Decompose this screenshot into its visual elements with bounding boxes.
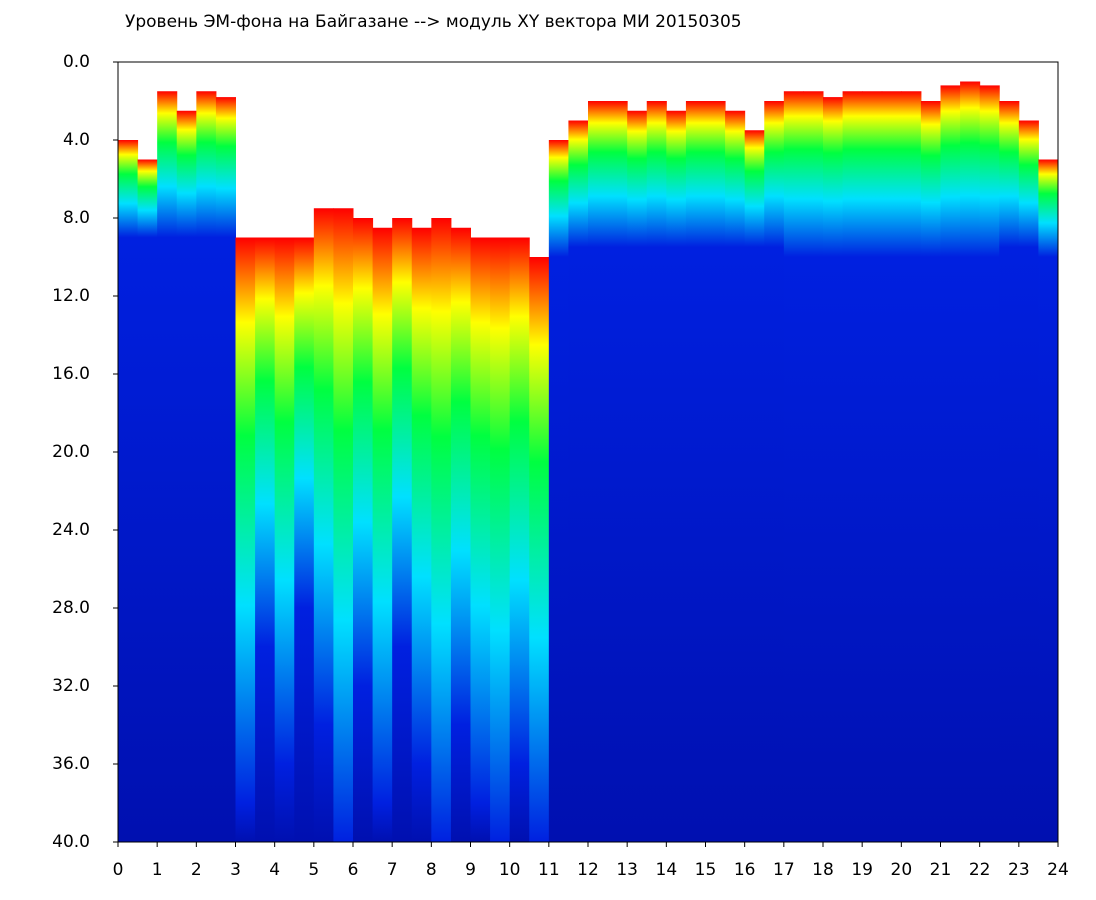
signal-column	[920, 101, 941, 842]
signal-column	[137, 159, 158, 842]
x-tick-label: 21	[930, 860, 952, 880]
x-tick-label: 19	[851, 860, 873, 880]
signal-column	[372, 227, 393, 842]
signal-column	[725, 110, 746, 842]
signal-column	[960, 81, 981, 842]
x-tick-label: 22	[969, 860, 991, 880]
x-tick-label: 18	[812, 860, 834, 880]
x-tick-label: 17	[773, 860, 795, 880]
signal-column	[509, 237, 530, 842]
signal-column	[196, 91, 217, 842]
signal-column	[881, 91, 902, 842]
y-tick-label: 20.0	[52, 442, 90, 462]
signal-column	[548, 140, 569, 842]
y-tick-label: 40.0	[52, 832, 90, 852]
x-tick-label: 1	[152, 860, 163, 880]
signal-column	[255, 237, 276, 842]
signal-column	[313, 208, 334, 842]
x-tick-label: 6	[348, 860, 359, 880]
y-tick-label: 16.0	[52, 364, 90, 384]
signal-column	[118, 140, 139, 842]
y-tick-label: 12.0	[52, 286, 90, 306]
signal-column	[215, 97, 236, 843]
signal-column	[333, 208, 354, 842]
x-tick-label: 9	[465, 860, 476, 880]
signal-column	[529, 257, 550, 842]
chart-title: Уровень ЭМ-фона на Байгазане --> модуль …	[125, 12, 742, 32]
x-tick-label: 11	[538, 860, 560, 880]
x-tick-label: 13	[616, 860, 638, 880]
signal-column	[940, 85, 961, 842]
x-tick-label: 10	[499, 860, 521, 880]
signal-column	[607, 101, 628, 842]
signal-column	[353, 218, 374, 842]
x-tick-label: 2	[191, 860, 202, 880]
signal-column	[627, 110, 648, 842]
x-tick-label: 23	[1008, 860, 1030, 880]
y-tick-label: 8.0	[63, 208, 90, 228]
signal-column	[411, 227, 432, 842]
signal-column	[666, 110, 687, 842]
x-tick-label: 20	[891, 860, 913, 880]
x-tick-label: 8	[426, 860, 437, 880]
signal-column	[235, 237, 256, 842]
signal-column	[392, 218, 413, 842]
y-tick-label: 0.0	[63, 52, 90, 72]
x-tick-label: 16	[734, 860, 756, 880]
x-tick-label: 12	[577, 860, 599, 880]
signal-column	[999, 101, 1020, 842]
signal-column	[470, 237, 491, 842]
y-tick-label: 36.0	[52, 754, 90, 774]
signal-column	[862, 91, 883, 842]
y-tick-label: 28.0	[52, 598, 90, 618]
signal-column	[588, 101, 609, 842]
signal-column	[901, 91, 922, 842]
signal-column	[803, 91, 824, 842]
signal-column	[783, 91, 804, 842]
signal-column	[979, 85, 1000, 842]
x-tick-label: 3	[230, 860, 241, 880]
signal-column	[450, 227, 471, 842]
x-tick-label: 4	[269, 860, 280, 880]
x-tick-label: 14	[656, 860, 678, 880]
x-tick-label: 7	[387, 860, 398, 880]
signal-column	[490, 237, 511, 842]
y-tick-label: 32.0	[52, 676, 90, 696]
signal-column	[176, 110, 197, 842]
signal-column	[294, 237, 315, 842]
signal-column	[157, 91, 178, 842]
x-tick-label: 0	[113, 860, 124, 880]
signal-column	[1018, 120, 1039, 842]
x-tick-label: 24	[1047, 860, 1069, 880]
signal-column	[764, 101, 785, 842]
signal-column	[274, 237, 295, 842]
x-tick-label: 15	[695, 860, 717, 880]
signal-column	[646, 101, 667, 842]
signal-column	[1038, 159, 1059, 842]
signal-column	[685, 101, 706, 842]
y-tick-label: 24.0	[52, 520, 90, 540]
signal-column	[705, 101, 726, 842]
x-tick-label: 5	[308, 860, 319, 880]
signal-column	[823, 97, 844, 843]
y-tick-label: 4.0	[63, 130, 90, 150]
signal-column	[568, 120, 589, 842]
signal-column	[744, 130, 765, 842]
signal-column	[842, 91, 863, 842]
signal-column	[431, 218, 452, 842]
